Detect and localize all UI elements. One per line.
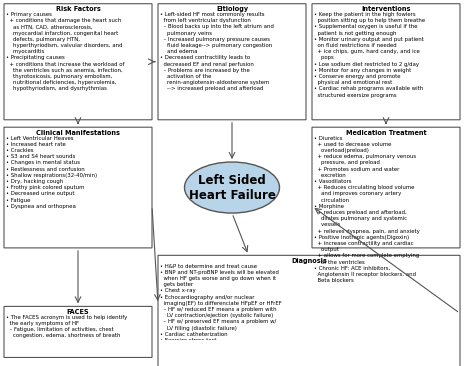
- Text: • The FACES acronym is used to help identify
  the early symptoms of HF
  – Fati: • The FACES acronym is used to help iden…: [6, 315, 127, 338]
- FancyBboxPatch shape: [4, 4, 152, 120]
- FancyBboxPatch shape: [158, 255, 460, 366]
- FancyBboxPatch shape: [312, 4, 460, 120]
- Text: • Left Ventricular Heaves
• Increased heart rate
• Crackles
• S3 and S4 heart so: • Left Ventricular Heaves • Increased he…: [6, 135, 97, 209]
- Text: • Left-sided HF most commonly results
  from left ventricular dysfunction
  – Bl: • Left-sided HF most commonly results fr…: [160, 12, 274, 92]
- Text: • Keep the patient in the high fowlers
  position sitting up to help them breath: • Keep the patient in the high fowlers p…: [314, 12, 425, 98]
- Text: FACES: FACES: [67, 309, 89, 315]
- FancyBboxPatch shape: [4, 127, 152, 248]
- Text: Diagnosis: Diagnosis: [291, 258, 327, 264]
- FancyBboxPatch shape: [312, 127, 460, 248]
- Ellipse shape: [184, 162, 280, 213]
- Text: Interventions: Interventions: [361, 7, 410, 12]
- Text: Clinical Manifestations: Clinical Manifestations: [36, 130, 120, 136]
- FancyBboxPatch shape: [4, 306, 152, 358]
- Text: • H&P to determine and treat cause
• BNP and NT-proBNP levels will be elevated
 : • H&P to determine and treat cause • BNP…: [160, 264, 282, 349]
- Text: Eitiology: Eitiology: [216, 7, 248, 12]
- Text: Left Sided
Heart Failure: Left Sided Heart Failure: [189, 173, 275, 202]
- Text: Risk Factors: Risk Factors: [55, 7, 100, 12]
- Text: • Diuretics
  + used to decrease volume
    overload(preload)
  + reduce edema, : • Diuretics + used to decrease volume ov…: [314, 135, 420, 283]
- FancyBboxPatch shape: [158, 4, 306, 120]
- Text: Medication Treatment: Medication Treatment: [346, 130, 426, 136]
- Text: • Primary causes
  + conditions that damage the heart such
    as HTN, CAD, athe: • Primary causes + conditions that damag…: [6, 12, 125, 92]
